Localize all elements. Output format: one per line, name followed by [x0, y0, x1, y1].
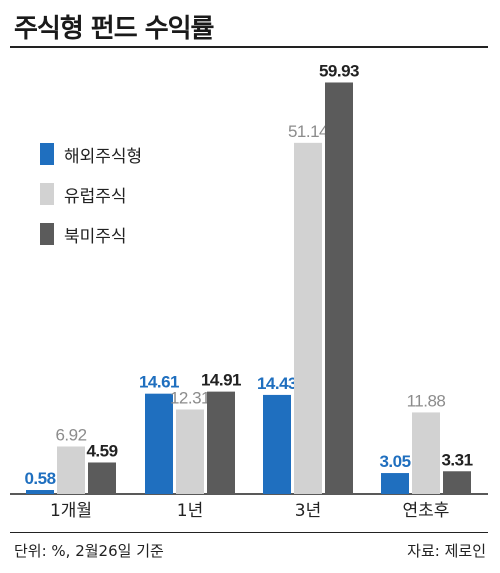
- legend-item-overseas: 해외주식형: [40, 134, 142, 174]
- data-label-europe-0: 6.92: [55, 425, 86, 444]
- category-label-2: 3년: [295, 501, 321, 521]
- legend-swatch-overseas: [40, 143, 54, 165]
- bar-northamerica-0: [88, 462, 116, 494]
- data-label-northamerica-3: 3.31: [441, 450, 472, 469]
- bar-europe-3: [412, 412, 440, 494]
- bar-northamerica-1: [207, 391, 235, 494]
- category-label-0: 1개월: [50, 501, 92, 521]
- chart-title: 주식형 펀드 수익률: [14, 14, 214, 44]
- unit-note: 단위: %, 2월26일 기준: [14, 542, 164, 560]
- bar-northamerica-2: [325, 82, 353, 495]
- bar-europe-1: [176, 409, 204, 494]
- data-label-europe-3: 11.88: [407, 391, 446, 410]
- data-label-northamerica-0: 4.59: [86, 441, 117, 460]
- legend-label-overseas: 해외주식형: [64, 146, 143, 167]
- source-note: 자료: 제로인: [407, 542, 486, 560]
- legend-swatch-europe: [40, 183, 54, 205]
- data-label-overseas-1: 14.61: [139, 373, 179, 392]
- category-label-3: 연초후: [403, 501, 450, 521]
- legend-label-europe: 유럽주식: [64, 186, 127, 207]
- bar-northamerica-3: [443, 471, 471, 494]
- legend-swatch-northamerica: [40, 223, 54, 245]
- bar-europe-2: [294, 142, 322, 494]
- data-label-overseas-0: 0.58: [24, 469, 55, 488]
- category-label-1: 1년: [177, 501, 203, 521]
- data-label-northamerica-1: 14.91: [201, 371, 241, 390]
- data-label-europe-1: 12.31: [170, 388, 210, 407]
- data-label-overseas-3: 3.05: [379, 452, 410, 471]
- legend: 해외주식형 유럽주식 북미주식: [40, 134, 142, 254]
- bar-europe-0: [57, 446, 85, 494]
- bottom-rule: [10, 532, 488, 533]
- data-label-northamerica-2: 59.93: [319, 61, 359, 80]
- data-label-overseas-2: 14.43: [257, 374, 297, 393]
- top-rule: [10, 46, 488, 48]
- legend-label-northamerica: 북미주식: [64, 226, 127, 247]
- data-label-europe-2: 51.14: [288, 122, 328, 141]
- legend-item-europe: 유럽주식: [40, 174, 142, 214]
- bar-overseas-1: [145, 393, 173, 494]
- bar-overseas-3: [381, 473, 409, 494]
- legend-item-northamerica: 북미주식: [40, 214, 142, 254]
- bar-overseas-0: [26, 490, 54, 494]
- bar-overseas-2: [263, 394, 291, 494]
